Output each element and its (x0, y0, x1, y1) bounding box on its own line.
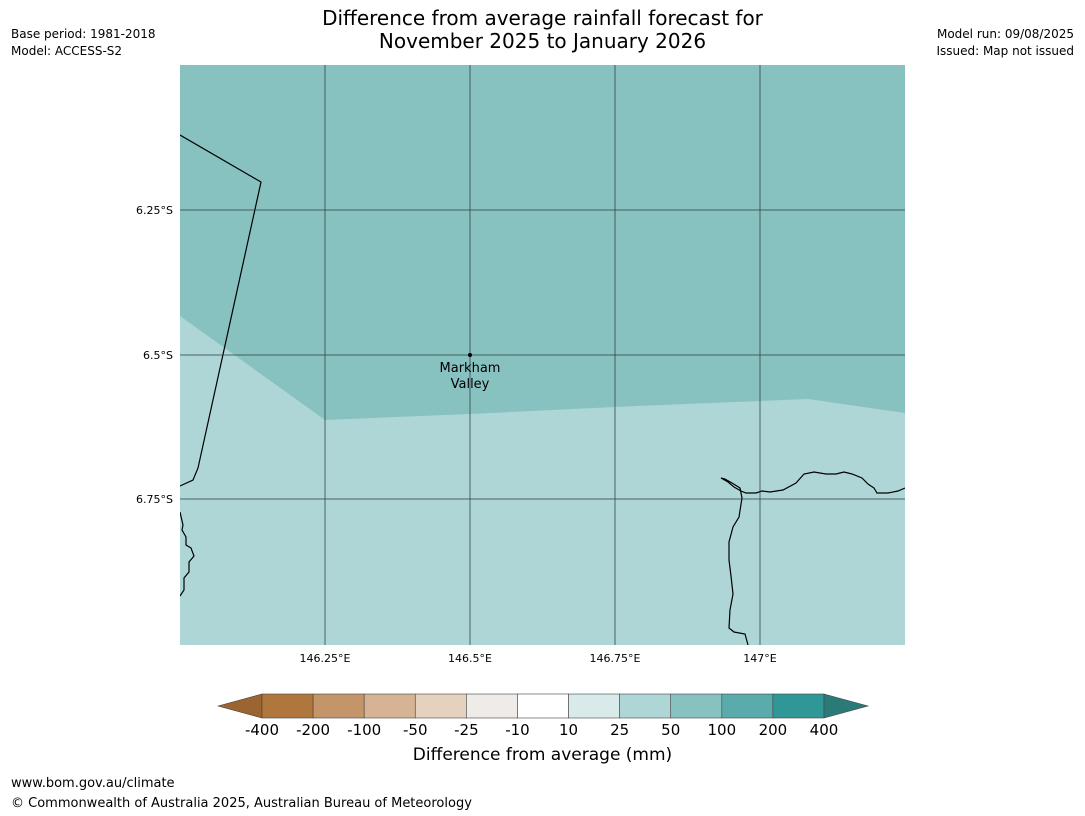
map-plot-area: Markham Valley (180, 65, 905, 645)
coastline-group (180, 134, 905, 645)
colorbar-segment (568, 693, 620, 719)
map-title-line1: Difference from average rainfall forecas… (322, 6, 763, 30)
colorbar-tick-label: 25 (610, 721, 629, 739)
colorbar-segment (363, 693, 416, 719)
colorbar-tick-label: -200 (296, 721, 330, 739)
colorbar-segment (772, 693, 825, 719)
footer-url: www.bom.gov.au/climate (11, 776, 175, 791)
colorbar-extend-right (823, 693, 870, 719)
colorbar-segments (261, 693, 825, 719)
colorbar-tick-label: -25 (454, 721, 479, 739)
latitude-labels: 6.25°S 6.5°S 6.75°S (136, 204, 173, 506)
forecast-metadata-right: Model run: 09/08/2025 Issued: Map not is… (936, 26, 1074, 60)
colorbar-tick-label: -50 (403, 721, 428, 739)
map-title: Difference from average rainfall forecas… (0, 7, 1085, 53)
issued-text: Issued: Map not issued (936, 44, 1074, 58)
lat-label: 6.5°S (143, 349, 173, 362)
colorbar-segment (670, 693, 723, 719)
colorbar-tick-label: -10 (505, 721, 530, 739)
colorbar-tick-label: 400 (810, 721, 839, 739)
coastline-east (720, 471, 905, 645)
colorbar-tick-label: 200 (759, 721, 788, 739)
forecast-metadata-left: Base period: 1981-2018 Model: ACCESS-S2 (11, 26, 156, 60)
colorbar-segment (517, 693, 569, 719)
lon-label: 147°E (743, 652, 776, 665)
base-period-text: Base period: 1981-2018 (11, 27, 156, 41)
model-text: Model: ACCESS-S2 (11, 44, 123, 58)
border-line (180, 134, 262, 487)
lat-label: 6.25°S (136, 204, 173, 217)
colorbar-tick-label: -100 (347, 721, 381, 739)
colorbar-segment (466, 693, 518, 719)
footer: www.bom.gov.au/climate © Commonwealth of… (11, 774, 472, 814)
colorbar-tick-label: -400 (245, 721, 279, 739)
footer-copyright: © Commonwealth of Australia 2025, Austra… (11, 796, 472, 811)
colorbar-segment (414, 693, 467, 719)
rainfall-band-upper (180, 65, 905, 420)
lon-label: 146.75°E (590, 652, 641, 665)
map-title-line2: November 2025 to January 2026 (378, 29, 707, 53)
colorbar-title: Difference from average (mm) (412, 745, 673, 765)
place-label-line1: Markham (440, 361, 501, 376)
colorbar-tick-label: 100 (707, 721, 736, 739)
colorbar-segment (721, 693, 774, 719)
colorbar-tick-labels: -400 -200 -100 -50 -25 -10 10 25 50 100 200 400 (245, 721, 838, 739)
colorbar-segment (261, 693, 314, 719)
colorbar-tick-label: 50 (661, 721, 680, 739)
coastline-west (180, 511, 195, 597)
longitude-labels: 146.25°E 146.5°E 146.75°E 147°E (300, 652, 777, 665)
lat-label: 6.75°S (136, 493, 173, 506)
lon-label: 146.5°E (448, 652, 492, 665)
colorbar-segment (312, 693, 365, 719)
place-label-line2: Valley (451, 377, 490, 392)
colorbar: -400 -200 -100 -50 -25 -10 10 25 50 100 200 400 (216, 693, 870, 739)
model-run-text: Model run: 09/08/2025 (936, 27, 1074, 41)
colorbar-extend-left (216, 693, 263, 719)
place-marker-dot (468, 353, 472, 357)
lon-label: 146.25°E (300, 652, 351, 665)
colorbar-segment (619, 693, 672, 719)
colorbar-tick-label: 10 (559, 721, 578, 739)
